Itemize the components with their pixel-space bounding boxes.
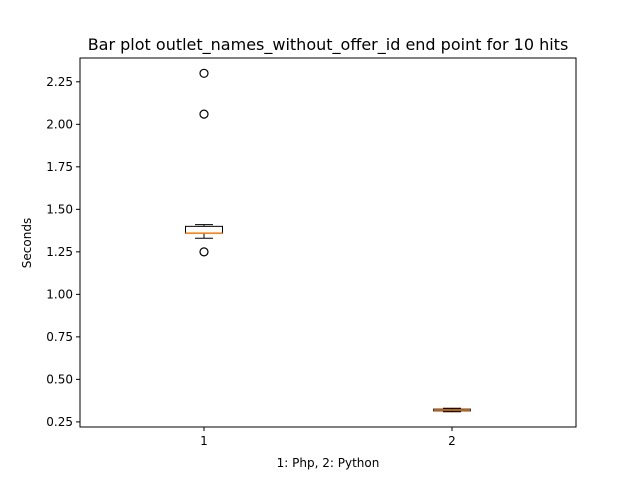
box-2 — [433, 407, 471, 413]
x-tick-label: 2 — [448, 434, 456, 448]
y-tick-label: 1.25 — [46, 245, 73, 259]
y-tick-label: 1.50 — [46, 202, 73, 216]
chart-title: Bar plot outlet_names_without_offer_id e… — [88, 35, 569, 55]
outlier-point — [199, 247, 209, 257]
iqr-box — [185, 225, 223, 234]
box-series — [185, 68, 471, 413]
x-tick-label: 1 — [200, 434, 208, 448]
box-1 — [185, 68, 223, 257]
outlier-point — [199, 68, 209, 78]
plot-frame — [79, 57, 577, 428]
y-tick-label: 2.25 — [46, 75, 73, 89]
y-tick-label: 0.50 — [46, 372, 73, 386]
y-tick-label: 0.25 — [46, 415, 73, 429]
y-tick-label: 1.00 — [46, 287, 73, 301]
y-tick-label: 1.75 — [46, 160, 73, 174]
y-axis-label: Seconds — [20, 218, 34, 268]
y-tick-label: 2.00 — [46, 117, 73, 131]
outlier-point — [199, 109, 209, 119]
x-axis-label: 1: Php, 2: Python — [277, 456, 380, 470]
y-tick-label: 0.75 — [46, 330, 73, 344]
y-axis: 0.25 0.50 0.75 1.00 1.25 1.50 1.75 2.00 2.25 — [46, 75, 80, 429]
